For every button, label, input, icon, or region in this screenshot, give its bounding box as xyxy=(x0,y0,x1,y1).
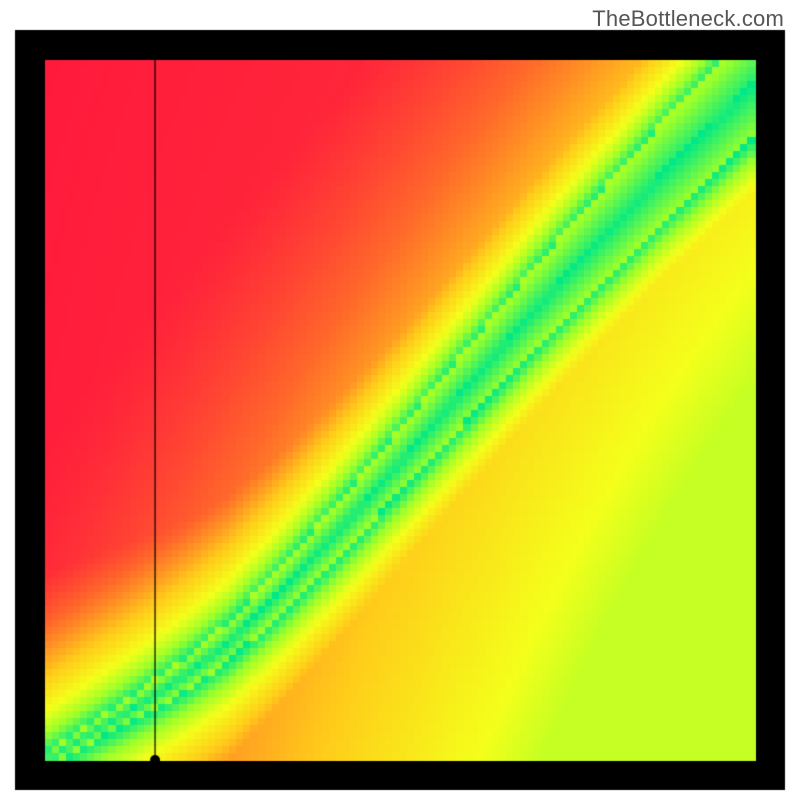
watermark-text: TheBottleneck.com xyxy=(592,6,784,32)
heatmap-chart xyxy=(0,0,800,800)
